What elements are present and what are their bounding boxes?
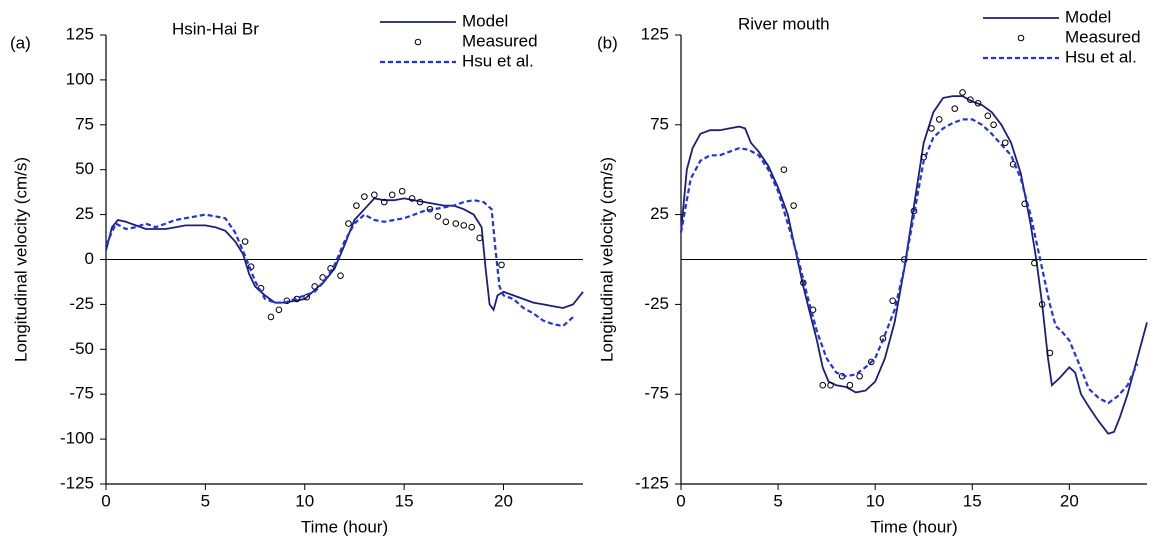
measured-point: [452, 220, 460, 227]
y-axis-label: Longitudinal velocity (cm/s): [597, 157, 616, 362]
measured-point: [1031, 259, 1038, 267]
legend-label: Hsu et al.: [1065, 47, 1137, 66]
x-tick-label: 5: [773, 491, 782, 510]
measured-point: [819, 381, 827, 389]
measured-point: [468, 223, 476, 231]
y-tick-label: 50: [75, 159, 94, 178]
measured-point: [353, 202, 360, 209]
measured-point: [275, 306, 283, 314]
measured-point: [846, 381, 854, 389]
measured-point: [780, 166, 788, 173]
measured-point: [900, 256, 908, 263]
x-tick-label: 20: [494, 491, 513, 510]
y-tick-label: -125: [635, 473, 669, 492]
series-line: [680, 95, 1148, 435]
legend-label: Model: [1065, 7, 1111, 26]
measured-point: [361, 193, 368, 200]
measured-point: [388, 191, 396, 199]
measured-point: [408, 195, 416, 202]
measured-point: [476, 234, 483, 242]
x-tick-label: 10: [295, 491, 314, 510]
measured-point: [935, 116, 943, 123]
y-tick-label: -25: [644, 294, 669, 313]
measured-point: [867, 358, 875, 366]
legend-label: Hsu et al.: [462, 51, 534, 70]
measured-point: [910, 207, 918, 215]
measured-point: [990, 121, 997, 129]
x-tick-label: 20: [1060, 491, 1079, 510]
series-line: [105, 199, 574, 328]
y-axis-label: Longitudinal velocity (cm/s): [11, 157, 30, 362]
y-tick-label: 75: [650, 114, 669, 133]
measured-point: [928, 125, 935, 132]
measured-point: [951, 105, 959, 112]
series-line: [679, 118, 1139, 405]
y-tick-label: -75: [644, 384, 669, 403]
series-line: [105, 197, 584, 312]
measured-point: [498, 261, 505, 269]
y-tick-label: 25: [75, 204, 94, 223]
legend-label: Model: [462, 11, 508, 30]
x-tick-label: 0: [676, 491, 685, 510]
measured-point: [319, 274, 326, 281]
measured-point: [241, 238, 249, 245]
measured-point: [800, 279, 807, 287]
measured-point: [371, 191, 378, 199]
panel-label: (a): [10, 33, 31, 52]
y-tick-label: 75: [75, 114, 94, 133]
y-tick-label: 125: [66, 24, 94, 43]
measured-point: [434, 213, 442, 220]
x-axis-label: Time (hour): [301, 517, 388, 536]
x-axis-label: Time (hour): [870, 517, 957, 536]
y-tick-label: -75: [69, 384, 94, 403]
y-tick-label: 125: [641, 24, 669, 43]
measured-point: [809, 306, 817, 314]
legend-marker: [414, 38, 422, 46]
measured-point: [380, 198, 388, 206]
x-tick-label: 10: [866, 491, 885, 510]
measured-point: [984, 112, 992, 120]
y-tick-label: 100: [66, 69, 94, 88]
measured-point: [442, 218, 450, 226]
y-tick-label: 0: [85, 249, 94, 268]
measured-point: [1046, 349, 1054, 357]
legend-label: Measured: [462, 31, 538, 50]
panel-title: River mouth: [738, 14, 830, 33]
x-tick-label: 5: [201, 491, 210, 510]
measured-point: [426, 205, 434, 213]
legend-marker: [1017, 34, 1025, 42]
measured-point: [398, 187, 406, 195]
measured-point: [856, 372, 863, 380]
y-tick-label: 25: [650, 204, 669, 223]
x-tick-label: 15: [395, 491, 414, 510]
x-tick-label: 15: [963, 491, 982, 510]
measured-point: [460, 222, 468, 229]
y-tick-label: -100: [60, 429, 94, 448]
measured-point: [974, 99, 982, 107]
measured-point: [283, 297, 291, 305]
legend-label: Measured: [1065, 27, 1141, 46]
measured-point: [889, 297, 896, 305]
panel-title: Hsin-Hai Br: [172, 19, 259, 38]
measured-point: [311, 283, 318, 290]
measured-point: [267, 313, 275, 321]
measured-point: [959, 89, 966, 96]
y-tick-label: -125: [60, 473, 94, 492]
y-tick-label: -50: [69, 339, 94, 358]
x-tick-label: 0: [101, 491, 110, 510]
measured-point: [967, 96, 974, 103]
measured-point: [337, 272, 344, 279]
measured-point: [1001, 139, 1009, 147]
panel-label: (b): [597, 33, 618, 52]
measured-point: [345, 220, 352, 227]
measured-point: [790, 202, 797, 209]
measured-point: [827, 381, 834, 389]
measured-point: [1038, 301, 1046, 308]
measured-point: [416, 198, 424, 206]
y-tick-label: -25: [69, 294, 94, 313]
